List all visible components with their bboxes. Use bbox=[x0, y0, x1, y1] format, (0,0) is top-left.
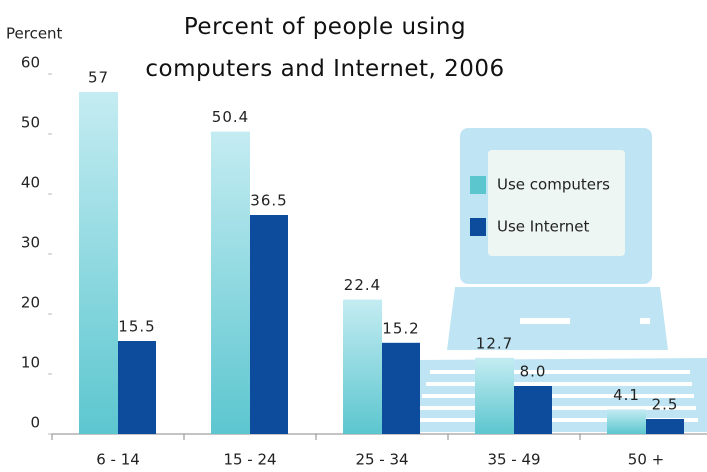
legend-swatch bbox=[470, 176, 486, 194]
value-label: 36.5 bbox=[250, 192, 287, 210]
bar bbox=[646, 419, 684, 434]
y-tick-label: 40 bbox=[21, 174, 40, 192]
value-label: 4.1 bbox=[613, 386, 640, 404]
bar bbox=[382, 342, 420, 434]
chart-title: Percent of people using computers and In… bbox=[145, 14, 505, 82]
bar bbox=[79, 92, 118, 434]
legend-label: Use computers bbox=[497, 176, 610, 194]
value-label: 57 bbox=[88, 69, 109, 87]
y-tick-label: 30 bbox=[21, 234, 40, 252]
bar bbox=[514, 386, 552, 434]
legend-label: Use Internet bbox=[497, 218, 589, 236]
value-label: 8.0 bbox=[520, 363, 547, 381]
y-tick-label: 20 bbox=[21, 294, 40, 312]
bar bbox=[118, 341, 156, 434]
value-label: 12.7 bbox=[476, 334, 513, 352]
bar bbox=[211, 131, 250, 434]
x-tick-label: 25 - 34 bbox=[355, 451, 408, 469]
value-label: 50.4 bbox=[212, 108, 249, 126]
bar bbox=[475, 357, 514, 434]
value-label: 22.4 bbox=[344, 276, 381, 294]
value-label: 15.5 bbox=[118, 318, 155, 336]
value-label: 2.5 bbox=[652, 396, 679, 414]
x-tick-label: 6 - 14 bbox=[96, 451, 140, 469]
y-tick-label: 0 bbox=[30, 414, 40, 432]
x-tick-label: 35 - 49 bbox=[487, 451, 540, 469]
x-tick-label: 15 - 24 bbox=[223, 451, 276, 469]
value-label: 15.2 bbox=[382, 319, 419, 337]
bar bbox=[343, 299, 382, 434]
y-tick-label: 60 bbox=[21, 54, 40, 72]
computer-illustration bbox=[400, 128, 707, 432]
bar bbox=[607, 409, 646, 434]
bar bbox=[250, 215, 288, 434]
y-tick-label: 10 bbox=[21, 354, 40, 372]
y-axis-label: Percent bbox=[6, 25, 63, 43]
x-tick-label: 50 + bbox=[628, 451, 664, 469]
legend-swatch bbox=[470, 218, 486, 236]
y-tick-label: 50 bbox=[21, 114, 40, 132]
